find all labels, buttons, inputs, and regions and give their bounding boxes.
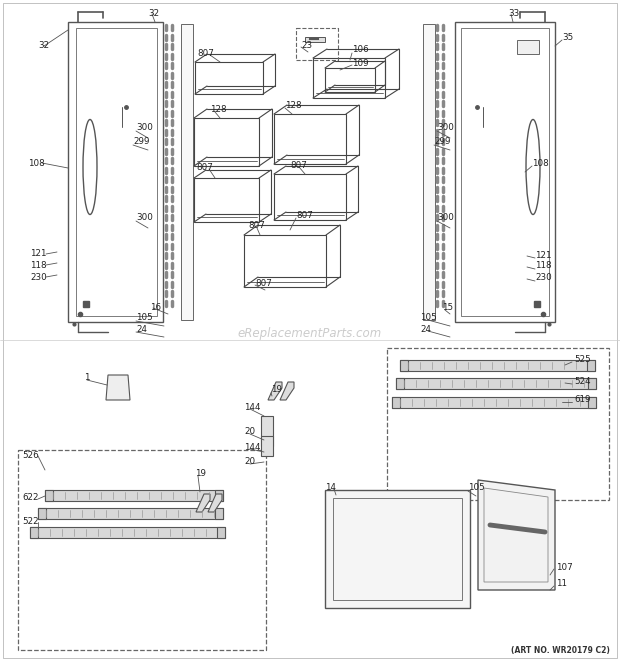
Text: 230: 230 [30, 272, 46, 282]
Text: 622: 622 [22, 494, 38, 502]
Polygon shape [325, 490, 470, 608]
Polygon shape [45, 490, 53, 501]
Polygon shape [196, 494, 210, 512]
Polygon shape [45, 490, 223, 501]
Text: 19: 19 [195, 469, 206, 479]
Text: 24: 24 [420, 325, 431, 334]
Polygon shape [280, 382, 294, 400]
Polygon shape [38, 508, 46, 519]
Text: (ART NO. WR20179 C2): (ART NO. WR20179 C2) [511, 646, 610, 656]
Text: 807: 807 [197, 50, 214, 59]
Text: 300: 300 [437, 124, 454, 132]
Text: 33: 33 [508, 9, 520, 19]
Text: 619: 619 [574, 395, 590, 405]
Text: 807: 807 [255, 278, 272, 288]
Text: 128: 128 [285, 102, 301, 110]
Polygon shape [396, 378, 596, 389]
Text: 23: 23 [301, 40, 312, 50]
Text: 109: 109 [352, 59, 369, 67]
Text: 105: 105 [136, 313, 153, 323]
Polygon shape [392, 397, 400, 408]
Polygon shape [588, 397, 596, 408]
Text: 526: 526 [22, 451, 38, 459]
Text: 105: 105 [468, 483, 485, 492]
Polygon shape [217, 527, 225, 538]
Polygon shape [588, 378, 596, 389]
Text: 108: 108 [532, 159, 549, 167]
Text: 15: 15 [442, 303, 453, 313]
Text: 11: 11 [556, 580, 567, 588]
Polygon shape [215, 508, 223, 519]
Text: 35: 35 [562, 34, 574, 42]
Text: 807: 807 [196, 163, 213, 173]
Polygon shape [587, 360, 595, 371]
Text: 807: 807 [296, 210, 313, 219]
Text: 300: 300 [136, 124, 153, 132]
Text: 118: 118 [535, 262, 552, 270]
Text: 118: 118 [30, 260, 46, 270]
Text: 128: 128 [210, 106, 227, 114]
Text: 807: 807 [248, 221, 265, 231]
Polygon shape [38, 508, 223, 519]
Polygon shape [392, 397, 596, 408]
Text: 522: 522 [22, 518, 38, 527]
Text: 20: 20 [244, 457, 255, 467]
Polygon shape [517, 40, 539, 54]
Text: 299: 299 [434, 137, 451, 147]
Polygon shape [305, 37, 325, 42]
Text: 32: 32 [38, 42, 49, 50]
Text: 525: 525 [574, 356, 591, 364]
Text: 108: 108 [28, 159, 45, 167]
Text: 144: 144 [244, 403, 260, 412]
Polygon shape [261, 416, 273, 446]
Polygon shape [396, 378, 404, 389]
Polygon shape [208, 494, 222, 512]
Polygon shape [30, 527, 38, 538]
Text: 230: 230 [535, 274, 552, 282]
Polygon shape [268, 382, 282, 400]
Text: 121: 121 [30, 249, 46, 258]
Text: 14: 14 [325, 483, 336, 492]
Text: 107: 107 [556, 563, 573, 572]
Text: 32: 32 [148, 9, 159, 19]
Text: 300: 300 [136, 214, 153, 223]
Polygon shape [181, 24, 193, 320]
Polygon shape [400, 360, 595, 371]
Text: 300: 300 [437, 214, 454, 223]
Text: 524: 524 [574, 377, 591, 387]
Text: 24: 24 [136, 325, 147, 334]
Polygon shape [30, 527, 225, 538]
Text: 19: 19 [271, 385, 282, 395]
Polygon shape [423, 24, 435, 320]
Polygon shape [261, 436, 273, 456]
Text: 106: 106 [352, 46, 369, 54]
Text: 144: 144 [244, 442, 260, 451]
Polygon shape [106, 375, 130, 400]
Polygon shape [215, 490, 223, 501]
Text: eReplacementParts.com: eReplacementParts.com [238, 327, 382, 340]
Polygon shape [478, 480, 555, 590]
Text: 16: 16 [150, 303, 161, 313]
Text: 20: 20 [244, 428, 255, 436]
Text: 807: 807 [290, 161, 307, 169]
Text: 105: 105 [420, 313, 436, 323]
Text: 299: 299 [133, 137, 149, 147]
Text: 121: 121 [535, 251, 552, 260]
Polygon shape [400, 360, 408, 371]
Text: 1: 1 [84, 373, 89, 383]
